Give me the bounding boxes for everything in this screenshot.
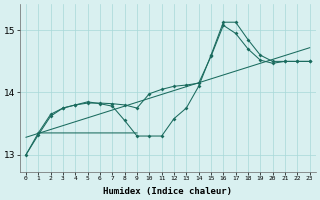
X-axis label: Humidex (Indice chaleur): Humidex (Indice chaleur) [103, 187, 232, 196]
